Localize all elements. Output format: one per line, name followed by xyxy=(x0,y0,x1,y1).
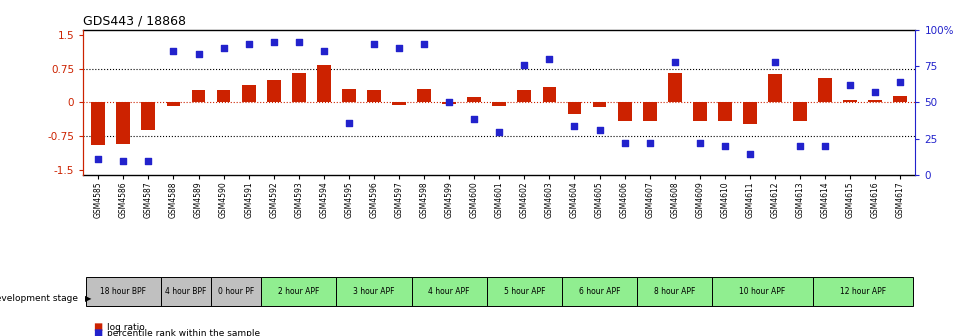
Text: ■: ■ xyxy=(93,328,102,336)
Point xyxy=(366,42,381,47)
Point xyxy=(867,89,882,94)
Text: 4 hour APF: 4 hour APF xyxy=(428,287,469,296)
Bar xyxy=(893,96,907,102)
Bar xyxy=(867,100,881,102)
Bar xyxy=(492,102,506,106)
Point xyxy=(817,143,832,149)
Point xyxy=(115,158,131,163)
Text: percentile rank within the sample: percentile rank within the sample xyxy=(107,329,259,336)
Bar xyxy=(768,75,781,102)
Text: 18 hour BPF: 18 hour BPF xyxy=(100,287,146,296)
Point xyxy=(841,82,857,88)
Bar xyxy=(160,277,211,306)
Point xyxy=(591,127,606,132)
Bar xyxy=(712,277,812,306)
Text: ▶: ▶ xyxy=(85,294,92,303)
Bar xyxy=(717,102,731,121)
Text: 8 hour APF: 8 hour APF xyxy=(653,287,694,296)
Text: GDS443 / 18868: GDS443 / 18868 xyxy=(83,15,186,28)
Bar xyxy=(592,102,605,107)
Bar xyxy=(91,102,105,145)
Point xyxy=(290,39,306,44)
Bar xyxy=(643,102,656,121)
Point xyxy=(566,123,582,128)
Point xyxy=(241,42,256,47)
Bar xyxy=(561,277,637,306)
Point xyxy=(767,59,782,65)
Text: 2 hour APF: 2 hour APF xyxy=(278,287,319,296)
Bar xyxy=(842,100,856,102)
Bar xyxy=(411,277,486,306)
Bar xyxy=(486,277,561,306)
Text: log ratio: log ratio xyxy=(107,323,145,332)
Bar xyxy=(637,277,712,306)
Bar xyxy=(216,90,230,102)
Bar xyxy=(442,102,456,104)
Point xyxy=(266,39,282,44)
Bar xyxy=(792,102,806,121)
Point xyxy=(491,130,507,135)
Point xyxy=(191,51,206,56)
Bar xyxy=(667,73,681,102)
Point xyxy=(466,116,481,121)
Text: development stage: development stage xyxy=(0,294,78,303)
Point xyxy=(791,143,807,149)
Text: 5 hour APF: 5 hour APF xyxy=(503,287,545,296)
Text: 10 hour APF: 10 hour APF xyxy=(738,287,784,296)
Bar xyxy=(467,97,480,102)
Bar xyxy=(166,102,180,106)
Text: 3 hour APF: 3 hour APF xyxy=(353,287,394,296)
Text: 0 hour PF: 0 hour PF xyxy=(218,287,254,296)
Bar xyxy=(336,277,411,306)
Point xyxy=(90,157,106,162)
Point xyxy=(441,100,457,105)
Point xyxy=(741,151,757,157)
Bar xyxy=(818,78,831,102)
Bar xyxy=(211,277,261,306)
Bar xyxy=(261,277,336,306)
Bar xyxy=(392,102,406,105)
Point xyxy=(642,140,657,146)
Bar xyxy=(417,89,430,102)
Bar xyxy=(341,89,355,102)
Point xyxy=(616,140,632,146)
Bar xyxy=(542,87,556,102)
Bar xyxy=(116,102,130,144)
Bar xyxy=(267,80,281,102)
Bar xyxy=(812,277,911,306)
Bar xyxy=(242,85,255,102)
Point xyxy=(716,143,732,149)
Bar xyxy=(567,102,581,114)
Point xyxy=(516,62,532,67)
Bar xyxy=(86,277,160,306)
Bar xyxy=(142,102,156,130)
Point xyxy=(165,48,181,54)
Point xyxy=(892,80,908,85)
Bar xyxy=(291,73,305,102)
Text: 4 hour BPF: 4 hour BPF xyxy=(165,287,206,296)
Bar xyxy=(517,90,531,102)
Bar xyxy=(317,66,331,102)
Point xyxy=(416,42,431,47)
Point xyxy=(691,140,707,146)
Bar xyxy=(692,102,706,121)
Text: 12 hour APF: 12 hour APF xyxy=(839,287,885,296)
Point xyxy=(666,59,682,65)
Text: ■: ■ xyxy=(93,322,102,332)
Point xyxy=(391,46,407,51)
Point xyxy=(541,56,556,62)
Bar xyxy=(367,90,380,102)
Point xyxy=(340,120,356,125)
Bar xyxy=(617,102,631,121)
Point xyxy=(141,158,156,163)
Bar xyxy=(742,102,756,124)
Point xyxy=(316,48,332,54)
Bar xyxy=(192,90,205,102)
Text: 6 hour APF: 6 hour APF xyxy=(578,287,620,296)
Point xyxy=(215,46,231,51)
